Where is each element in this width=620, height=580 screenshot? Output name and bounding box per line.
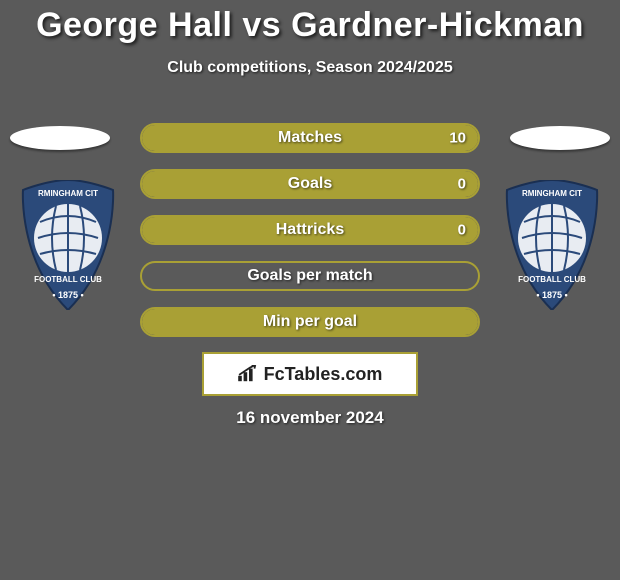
stat-row: Hattricks0 xyxy=(140,215,480,245)
club-badge-right: RMINGHAM CIT FOOTBALL CLUB • 1875 • xyxy=(502,180,602,310)
stat-label: Goals per match xyxy=(142,267,478,285)
svg-text:FOOTBALL CLUB: FOOTBALL CLUB xyxy=(518,275,586,284)
stat-value-right: 0 xyxy=(458,222,466,239)
svg-text:• 1875 •: • 1875 • xyxy=(52,290,83,300)
brand-box[interactable]: FcTables.com xyxy=(202,352,418,396)
stats-container: Matches10Goals0Hattricks0Goals per match… xyxy=(140,123,480,353)
stat-row: Min per goal xyxy=(140,307,480,337)
stat-row: Matches10 xyxy=(140,123,480,153)
stat-label: Min per goal xyxy=(142,313,478,331)
snapshot-date: 16 november 2024 xyxy=(0,408,620,428)
club-badge-left: RMINGHAM CIT FOOTBALL CLUB • 1875 • xyxy=(18,180,118,310)
svg-text:RMINGHAM CIT: RMINGHAM CIT xyxy=(38,189,98,198)
stat-label: Hattricks xyxy=(142,221,478,239)
svg-text:• 1875 •: • 1875 • xyxy=(536,290,567,300)
stat-label: Goals xyxy=(142,175,478,193)
stat-row: Goals per match xyxy=(140,261,480,291)
brand-label: FcTables.com xyxy=(238,364,383,385)
svg-text:FOOTBALL CLUB: FOOTBALL CLUB xyxy=(34,275,102,284)
player-right-avatar xyxy=(510,126,610,150)
stat-value-right: 10 xyxy=(449,130,466,147)
player-left-avatar xyxy=(10,126,110,150)
stat-row: Goals0 xyxy=(140,169,480,199)
chart-icon xyxy=(238,365,260,383)
svg-text:RMINGHAM CIT: RMINGHAM CIT xyxy=(522,189,582,198)
comparison-title: George Hall vs Gardner-Hickman xyxy=(0,0,620,45)
comparison-subtitle: Club competitions, Season 2024/2025 xyxy=(0,59,620,77)
stat-label: Matches xyxy=(142,129,478,147)
stat-value-right: 0 xyxy=(458,176,466,193)
brand-text: FcTables.com xyxy=(264,364,383,385)
